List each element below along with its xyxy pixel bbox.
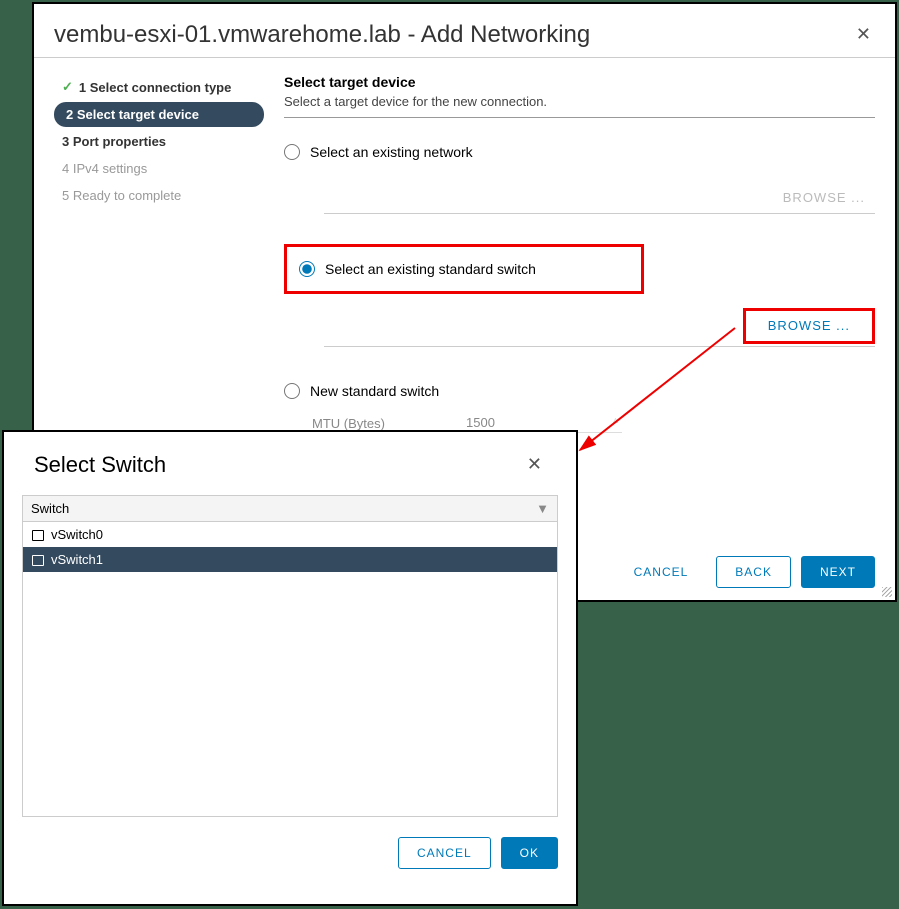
option-new-switch[interactable]: New standard switch xyxy=(284,377,875,405)
wizard-footer: CANCEL BACK NEXT xyxy=(616,556,875,588)
wizard-title: vembu-esxi-01.vmwarehome.lab - Add Netwo… xyxy=(54,21,590,49)
switch-icon xyxy=(31,528,45,542)
select-switch-dialog: Select Switch ✕ Switch ▼ vSwitch0 vSwitc… xyxy=(2,430,578,906)
step-label: 1 Select connection type xyxy=(79,80,231,95)
mtu-label: MTU (Bytes) xyxy=(312,416,462,431)
wizard-steps: 1 Select connection type 2 Select target… xyxy=(54,74,264,433)
highlighted-browse: BROWSE ... xyxy=(743,308,875,344)
switch-list[interactable]: vSwitch0 vSwitch1 xyxy=(22,522,558,817)
highlighted-option: Select an existing standard switch xyxy=(284,244,644,294)
browse-existing-network-row: BROWSE ... xyxy=(324,184,875,214)
table-header: Switch ▼ xyxy=(22,495,558,522)
dialog-header: Select Switch ✕ xyxy=(22,450,558,479)
column-header[interactable]: Switch xyxy=(31,501,69,516)
step-5: 5 Ready to complete xyxy=(54,183,264,208)
option-label: New standard switch xyxy=(310,383,439,399)
cancel-button[interactable]: CANCEL xyxy=(616,557,707,587)
dialog-title: Select Switch xyxy=(34,452,166,478)
next-button[interactable]: NEXT xyxy=(801,556,875,588)
mtu-value: 1500 xyxy=(466,415,495,430)
close-icon[interactable]: ✕ xyxy=(523,450,546,479)
radio-new-switch[interactable] xyxy=(284,383,300,399)
wizard-header: vembu-esxi-01.vmwarehome.lab - Add Netwo… xyxy=(34,4,895,58)
cancel-button[interactable]: CANCEL xyxy=(398,837,491,869)
step-label: 2 Select target device xyxy=(66,107,199,122)
close-icon[interactable]: ✕ xyxy=(852,20,875,49)
step-label: 5 Ready to complete xyxy=(62,188,181,203)
dialog-footer: CANCEL OK xyxy=(22,837,558,869)
step-label: 4 IPv4 settings xyxy=(62,161,147,176)
option-label: Select an existing network xyxy=(310,144,473,160)
step-1[interactable]: 1 Select connection type xyxy=(54,74,264,100)
switch-name: vSwitch1 xyxy=(51,552,103,567)
step-4: 4 IPv4 settings xyxy=(54,156,264,181)
content-heading: Select target device xyxy=(284,74,875,90)
list-item[interactable]: vSwitch1 xyxy=(23,547,557,572)
step-3: 3 Port properties xyxy=(54,129,264,154)
browse-button[interactable]: BROWSE ... xyxy=(758,312,860,339)
wizard-content: Select target device Select a target dev… xyxy=(264,74,875,433)
radio-existing-switch[interactable] xyxy=(299,261,315,277)
option-label: Select an existing standard switch xyxy=(325,261,536,277)
step-2[interactable]: 2 Select target device xyxy=(54,102,264,127)
wizard-body: 1 Select connection type 2 Select target… xyxy=(34,58,895,449)
step-label: 3 Port properties xyxy=(62,134,166,149)
content-subheading: Select a target device for the new conne… xyxy=(284,94,875,118)
resize-grip[interactable] xyxy=(882,587,892,597)
radio-existing-network[interactable] xyxy=(284,144,300,160)
switch-icon xyxy=(31,553,45,567)
switch-name: vSwitch0 xyxy=(51,527,103,542)
ok-button[interactable]: OK xyxy=(501,837,558,869)
filter-icon[interactable]: ▼ xyxy=(536,501,549,516)
browse-existing-switch-row: BROWSE ... xyxy=(324,308,875,347)
stepper-icon[interactable]: ▵ xyxy=(613,415,618,430)
option-existing-network[interactable]: Select an existing network xyxy=(284,138,875,166)
list-item[interactable]: vSwitch0 xyxy=(23,522,557,547)
back-button[interactable]: BACK xyxy=(716,556,791,588)
browse-button-disabled: BROWSE ... xyxy=(773,184,875,211)
option-existing-switch[interactable]: Select an existing standard switch xyxy=(299,261,629,277)
